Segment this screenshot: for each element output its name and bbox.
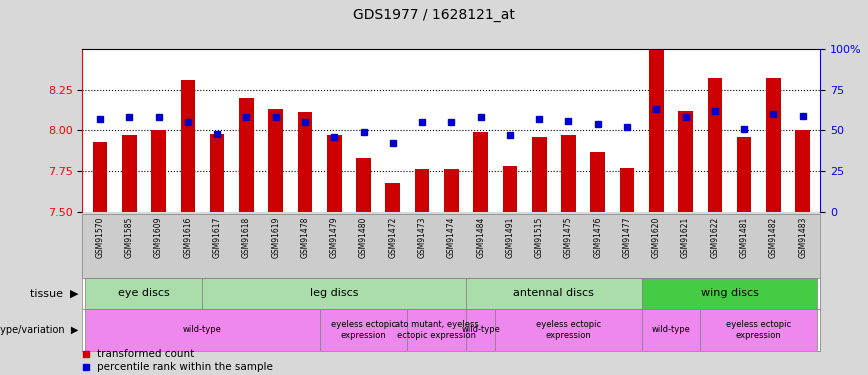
Bar [327, 135, 342, 212]
Text: GSM91481: GSM91481 [740, 217, 748, 258]
Bar [298, 112, 312, 212]
Bar [795, 130, 810, 212]
Text: GSM91478: GSM91478 [300, 217, 310, 258]
Bar [210, 134, 225, 212]
Text: leg discs: leg discs [310, 288, 358, 298]
Text: GSM91474: GSM91474 [447, 217, 456, 258]
Text: GSM91479: GSM91479 [330, 217, 339, 258]
Bar [181, 80, 195, 212]
Text: wild-type: wild-type [461, 326, 500, 334]
Text: tissue  ▶: tissue ▶ [30, 288, 78, 298]
Bar [466, 309, 496, 351]
Bar [122, 135, 136, 212]
Text: GSM91621: GSM91621 [681, 217, 690, 258]
Text: GSM91491: GSM91491 [505, 217, 515, 258]
Bar [85, 309, 319, 351]
Bar [407, 309, 466, 351]
Text: GSM91609: GSM91609 [155, 217, 163, 258]
Text: GSM91482: GSM91482 [769, 217, 778, 258]
Text: GSM91620: GSM91620 [652, 217, 661, 258]
Bar [466, 278, 641, 309]
Text: GSM91480: GSM91480 [359, 217, 368, 258]
Text: GSM91483: GSM91483 [799, 217, 807, 258]
Bar [496, 309, 641, 351]
Bar [93, 142, 108, 212]
Text: eyeless ectopic
expression: eyeless ectopic expression [331, 320, 396, 340]
Text: GSM91617: GSM91617 [213, 217, 221, 258]
Bar [202, 278, 466, 309]
Text: GSM91472: GSM91472 [388, 217, 398, 258]
Text: eyeless ectopic
expression: eyeless ectopic expression [727, 320, 792, 340]
Bar [590, 152, 605, 212]
Text: GSM91475: GSM91475 [564, 217, 573, 258]
Bar [268, 109, 283, 212]
Text: antennal discs: antennal discs [513, 288, 595, 298]
Text: genotype/variation  ▶: genotype/variation ▶ [0, 325, 78, 335]
Text: GSM91585: GSM91585 [125, 217, 134, 258]
Text: ato mutant, eyeless
ectopic expression: ato mutant, eyeless ectopic expression [395, 320, 478, 340]
Bar [444, 170, 458, 212]
Bar [641, 309, 700, 351]
Text: wild-type: wild-type [652, 326, 690, 334]
Bar [356, 158, 371, 212]
Text: wild-type: wild-type [183, 326, 222, 334]
Text: GDS1977 / 1628121_at: GDS1977 / 1628121_at [353, 8, 515, 21]
Bar [319, 309, 407, 351]
Bar [151, 130, 166, 212]
Text: GSM91484: GSM91484 [477, 217, 485, 258]
Text: GSM91570: GSM91570 [95, 217, 104, 258]
Text: eyeless ectopic
expression: eyeless ectopic expression [536, 320, 601, 340]
Bar [766, 78, 780, 212]
Text: GSM91473: GSM91473 [418, 217, 426, 258]
Bar [561, 135, 575, 212]
Bar [503, 166, 517, 212]
Text: GSM91515: GSM91515 [535, 217, 543, 258]
Bar [678, 111, 693, 212]
Bar [85, 278, 202, 309]
Text: transformed count: transformed count [97, 350, 194, 359]
Text: percentile rank within the sample: percentile rank within the sample [97, 362, 273, 372]
Text: GSM91618: GSM91618 [242, 217, 251, 258]
Bar [649, 50, 664, 212]
Bar [239, 98, 253, 212]
Text: GSM91619: GSM91619 [271, 217, 280, 258]
Text: wing discs: wing discs [700, 288, 759, 298]
Bar [385, 183, 400, 212]
Text: eye discs: eye discs [118, 288, 170, 298]
Bar [641, 278, 818, 309]
Text: GSM91477: GSM91477 [622, 217, 632, 258]
Text: GSM91476: GSM91476 [593, 217, 602, 258]
Bar [737, 137, 752, 212]
Bar [700, 309, 818, 351]
Bar [415, 170, 430, 212]
Bar [473, 132, 488, 212]
Text: GSM91622: GSM91622 [710, 217, 720, 258]
Bar [620, 168, 635, 212]
Text: GSM91616: GSM91616 [183, 217, 193, 258]
Bar [707, 78, 722, 212]
Bar [532, 137, 547, 212]
